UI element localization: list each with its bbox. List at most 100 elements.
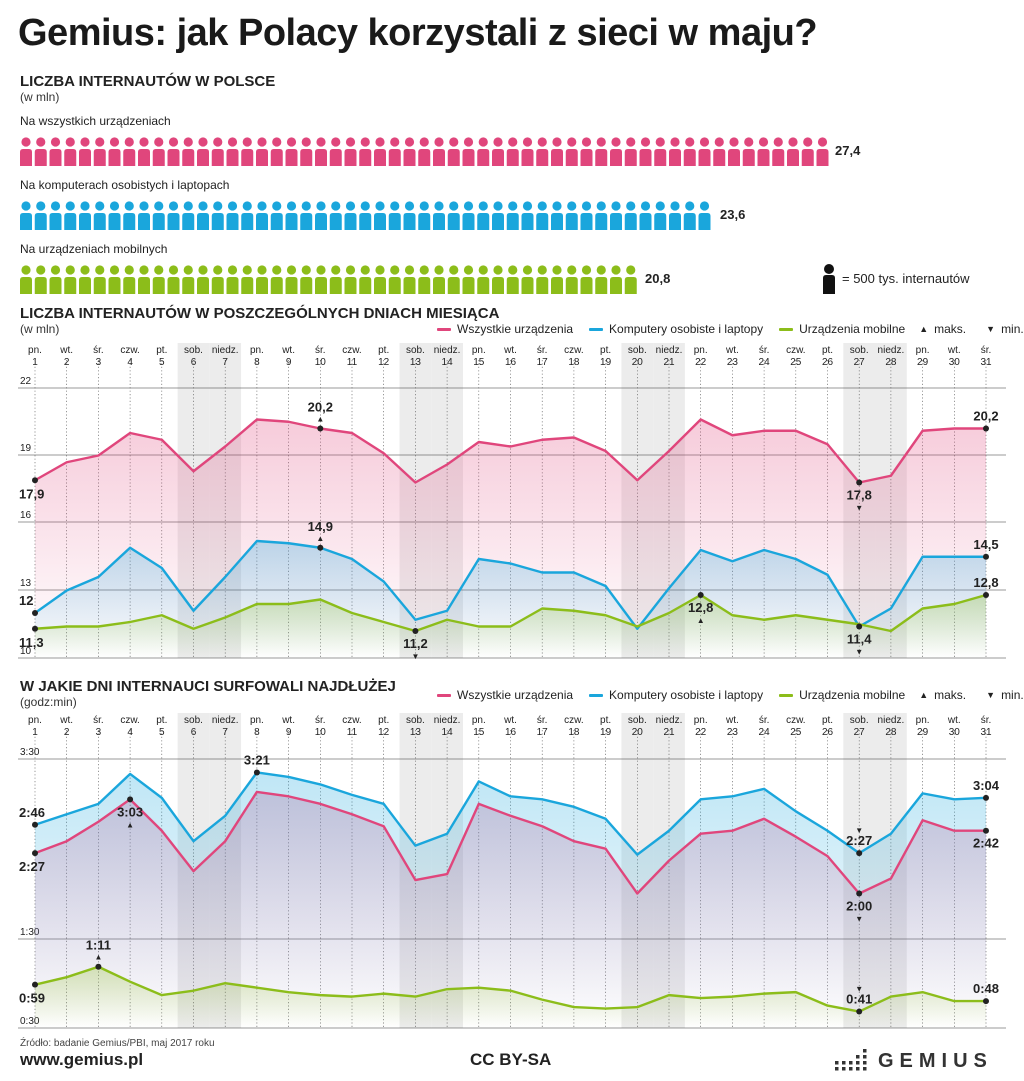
- y-tick-label: 1:30: [20, 927, 40, 938]
- weekday-label: sob.: [628, 345, 647, 356]
- weekday-label: niedz.: [434, 345, 461, 356]
- annotation-dot: [95, 963, 102, 970]
- person-icon: [359, 137, 372, 166]
- max-marker-icon: ▲: [126, 820, 134, 829]
- person-icon: [285, 201, 298, 230]
- person-icon: [787, 137, 799, 166]
- person-icon: [639, 137, 652, 166]
- day-number: 23: [727, 357, 739, 368]
- person-icon: [551, 265, 563, 294]
- person-icon: [123, 201, 136, 230]
- day-number: 9: [286, 727, 292, 738]
- person-icon: [138, 201, 150, 230]
- person-icon: [344, 201, 357, 230]
- person-icon: [64, 265, 77, 294]
- day-number: 10: [315, 357, 327, 368]
- annotation-dot: [32, 625, 38, 632]
- weekday-label: śr.: [981, 345, 992, 356]
- footer-license: CC BY-SA: [470, 1050, 552, 1069]
- weekday-label: czw.: [564, 715, 583, 726]
- annotation-label: 3:04: [973, 778, 1000, 793]
- brand-name: GEMIUS: [878, 1050, 993, 1072]
- day-number: 6: [191, 357, 197, 368]
- person-icon: [152, 201, 165, 230]
- person-icon: [256, 265, 268, 294]
- weekday-label: sob.: [184, 715, 203, 726]
- series-pc-area: [35, 772, 986, 1028]
- person-icon: [270, 265, 283, 294]
- weekday-label: niedz.: [212, 345, 239, 356]
- min-marker-icon: ▼: [986, 324, 996, 334]
- footer-source: Źródło: badanie Gemius/PBI, maj 2017 rok…: [20, 1038, 215, 1049]
- day-number: 17: [537, 727, 549, 738]
- person-icon: [580, 201, 593, 230]
- person-icon: [492, 201, 504, 230]
- y-tick-label: 3:30: [20, 747, 40, 758]
- person-icon: [418, 137, 431, 166]
- person-icon: [624, 201, 637, 230]
- day-number: 27: [854, 727, 866, 738]
- day-number: 11: [347, 727, 358, 738]
- person-icon: [182, 137, 195, 166]
- day-number: 13: [410, 727, 422, 738]
- weekday-label: wt.: [725, 345, 739, 356]
- person-icon: [403, 201, 416, 230]
- person-icon: [79, 265, 91, 294]
- person-icon: [34, 265, 47, 294]
- day-number: 18: [568, 727, 580, 738]
- person-icon: [374, 265, 386, 294]
- person-icon: [418, 265, 431, 294]
- day-number: 21: [663, 357, 675, 368]
- min-marker-icon: ▼: [986, 690, 996, 700]
- person-icon: [108, 137, 121, 166]
- max-marker-icon: ▲: [697, 616, 705, 625]
- footer-url[interactable]: www.gemius.pl: [20, 1050, 144, 1069]
- person-icon: [565, 265, 578, 294]
- weekday-label: wt.: [947, 715, 961, 726]
- day-number: 2: [64, 727, 70, 738]
- weekday-label: wt.: [281, 715, 295, 726]
- weekday-label: pn.: [472, 715, 486, 726]
- person-icon: [270, 201, 283, 230]
- person-icon: [374, 137, 386, 166]
- logo-dot: [835, 1067, 839, 1071]
- annotation-dot: [697, 592, 704, 598]
- person-icon: [536, 137, 549, 166]
- weekday-label: pn.: [28, 345, 42, 356]
- annotation-label: 2:27: [846, 833, 872, 848]
- weekday-label: czw.: [564, 345, 583, 356]
- day-number: 11: [347, 357, 358, 368]
- person-icon: [182, 201, 195, 230]
- person-icon: [315, 137, 327, 166]
- day-number: 3: [96, 357, 102, 368]
- person-icon: [167, 137, 180, 166]
- weekday-label: wt.: [725, 715, 739, 726]
- day-number: 8: [254, 727, 260, 738]
- page-title: Gemius: jak Polacy korzystali z sieci w …: [18, 12, 818, 54]
- person-icon: [49, 265, 62, 294]
- people-pictogram: [20, 137, 829, 294]
- annotation-label: 3:03: [117, 804, 143, 819]
- annotation-dot: [412, 628, 419, 634]
- annotation-label: 1:11: [86, 938, 111, 953]
- person-icon: [418, 201, 431, 230]
- annotation-dot: [856, 890, 863, 897]
- annotation-dot: [32, 821, 38, 828]
- logo-dot: [856, 1067, 860, 1071]
- weekday-label: wt.: [503, 715, 517, 726]
- annotation-dot: [983, 425, 989, 432]
- logo-dot: [835, 1061, 839, 1065]
- day-number: 6: [191, 727, 197, 738]
- legend-min: min.: [1001, 322, 1024, 336]
- day-number: 29: [917, 727, 929, 738]
- person-icon: [329, 137, 342, 166]
- person-legend-text: = 500 tys. internautów: [842, 271, 970, 286]
- annotation-dot: [317, 544, 324, 551]
- person-icon: [580, 137, 593, 166]
- legend-all-swatch: [437, 327, 451, 331]
- y-tick-label: 16: [20, 510, 32, 521]
- weekday-label: pt.: [822, 715, 833, 726]
- annotation-dot: [983, 592, 989, 598]
- annotation-dot: [983, 794, 989, 801]
- weekday-label: niedz.: [434, 715, 461, 726]
